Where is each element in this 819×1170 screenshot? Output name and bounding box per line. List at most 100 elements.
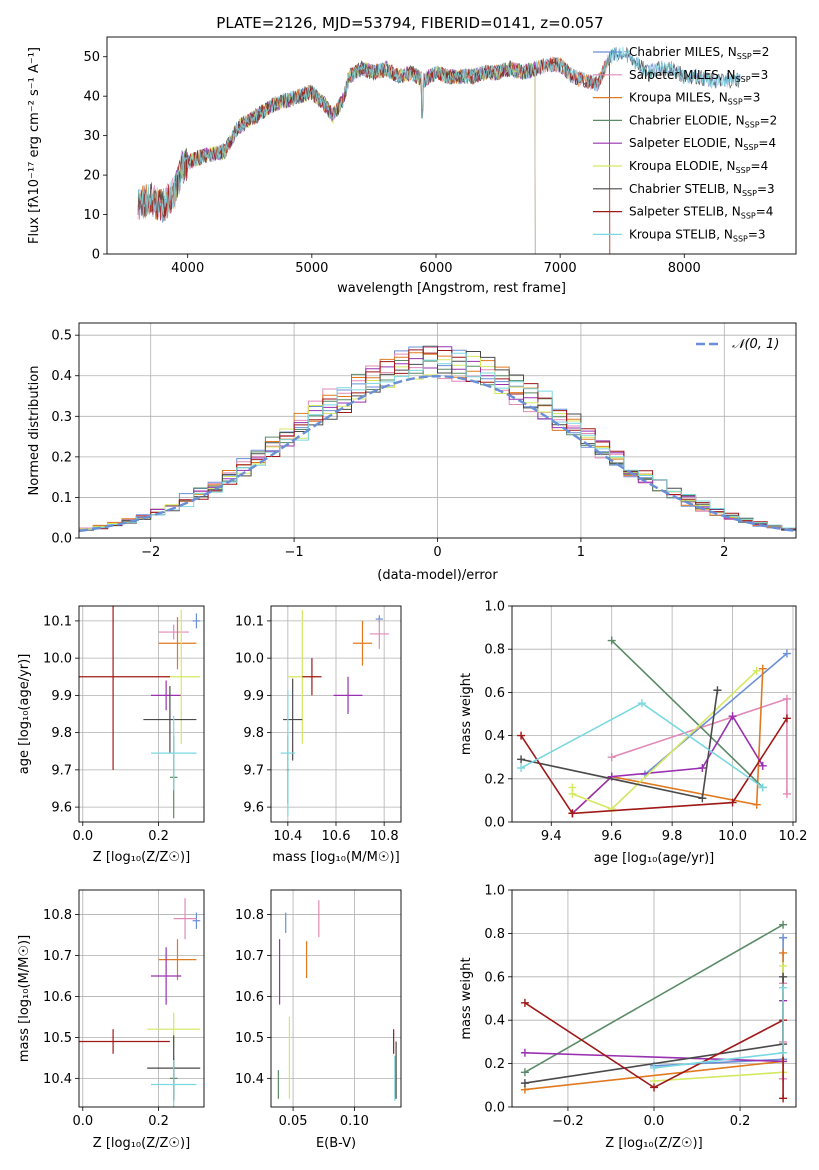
error-point xyxy=(192,613,201,629)
y-tick-label: 9.7 xyxy=(243,763,264,778)
weight-marker xyxy=(752,800,761,809)
legend-name: Salpeter STELIB xyxy=(629,205,724,219)
x-axis-label: Z [log₁₀(Z/Z☉)] xyxy=(93,1136,190,1151)
error-point xyxy=(333,676,363,714)
error-point xyxy=(150,1059,197,1107)
x-axis-label: mass [log₁₀(M/M☉)] xyxy=(272,850,399,865)
legend-name: Chabrier ELODIE xyxy=(629,113,728,127)
legend-name: Chabrier MILES xyxy=(629,45,720,59)
weight-line xyxy=(611,640,764,788)
error-point xyxy=(158,617,197,670)
weight-marker xyxy=(779,920,788,929)
y-tick-label: 9.7 xyxy=(51,763,72,778)
spectrum-line xyxy=(174,59,536,254)
y-tick-label: 10.8 xyxy=(43,908,72,923)
weight-marker xyxy=(520,998,529,1007)
error-point xyxy=(143,686,197,754)
x-tick-label: 10.6 xyxy=(322,829,351,844)
plot-area xyxy=(512,606,796,822)
y-tick-label: 10.6 xyxy=(235,990,264,1005)
weight-marker xyxy=(779,1048,788,1057)
y-tick-label: 10.1 xyxy=(235,614,264,629)
weight-marker xyxy=(782,649,791,658)
weight-marker xyxy=(607,753,616,762)
y-tick-label: 9.6 xyxy=(243,801,264,816)
legend-n: , N xyxy=(725,182,742,196)
legend-entry: Kroupa ELODIE, NSSP=4 xyxy=(629,159,768,175)
y-tick-label: 0.2 xyxy=(484,772,505,787)
y-tick-label: 9.8 xyxy=(243,726,264,741)
error-point xyxy=(192,912,201,929)
legend-entry: Kroupa MILES, NSSP=3 xyxy=(629,91,760,107)
legend-sub: SSP xyxy=(743,143,758,152)
weight-line xyxy=(571,668,764,814)
weight-line xyxy=(524,1002,784,1099)
error-point xyxy=(158,624,189,640)
y-axis-label: mass weight xyxy=(459,957,474,1039)
weight-marker xyxy=(713,686,722,695)
y-tick-label: 10.7 xyxy=(235,949,264,964)
chart-title: PLATE=2126, MJD=53794, FIBERID=0141, z=0… xyxy=(216,14,603,32)
legend-n: , N xyxy=(711,91,728,105)
weight-line xyxy=(653,987,784,1069)
legend-nssp: =4 xyxy=(751,159,769,173)
error-point xyxy=(173,898,197,940)
error-point xyxy=(150,947,182,1005)
y-tick-label: 10.5 xyxy=(43,1031,72,1046)
weight-marker xyxy=(517,731,526,740)
weight-line xyxy=(520,690,719,800)
x-axis-label: (data-model)/error xyxy=(377,568,498,583)
y-axis-label: Flux [fλ10⁻¹⁷ erg cm⁻² s⁻¹ A⁻¹] xyxy=(27,47,42,244)
weight-marker xyxy=(698,794,707,803)
axes-frame xyxy=(78,322,797,539)
x-tick-label: 9.4 xyxy=(541,829,562,844)
error-point xyxy=(283,678,303,761)
x-tick-label: 0.2 xyxy=(148,829,169,844)
weight-marker xyxy=(728,712,737,721)
legend-nssp: =3 xyxy=(757,182,775,196)
weight-marker xyxy=(779,933,788,942)
weight-marker xyxy=(782,714,791,723)
y-tick-label: 10 xyxy=(83,208,100,223)
y-tick-label: 10.7 xyxy=(43,949,72,964)
panel-2: −2 −1 0 1 2 0.0 0.1 0.2 0.3 0.4 0.5 𝒩(0, 1) (data-mo… xyxy=(27,322,797,583)
x-axis-label: E(B-V) xyxy=(316,1136,356,1151)
x-tick-label: 8000 xyxy=(668,261,701,276)
x-tick-label: 0 xyxy=(433,545,441,560)
legend-entry: Chabrier MILES, NSSP=2 xyxy=(629,45,769,61)
y-tick-label: 40 xyxy=(83,90,100,105)
x-tick-label: 10.2 xyxy=(779,829,808,844)
y-tick-label: 0.0 xyxy=(51,532,72,547)
legend-name: Salpeter ELODIE xyxy=(629,136,727,150)
axes-frame xyxy=(270,605,402,823)
weight-marker xyxy=(779,983,788,992)
y-tick-label: 10.5 xyxy=(235,1031,264,1046)
weight-marker xyxy=(758,783,767,792)
x-axis-label: wavelength [Angstrom, rest frame] xyxy=(337,281,566,296)
x-tick-label: 0.0 xyxy=(644,1114,665,1129)
legend-sub: SSP xyxy=(742,189,757,198)
legend-sub: SSP xyxy=(737,52,752,61)
plot-area xyxy=(271,606,401,822)
error-point xyxy=(79,606,170,770)
y-axis-label: age [log₁₀(age/yr)] xyxy=(17,654,32,775)
legend-sub: SSP xyxy=(736,75,751,84)
legend-sub: SSP xyxy=(741,212,756,221)
panel-3: 0.0 0.2 9.6 9.7 9.8 9.9 10.0 10.1 Z [log₁₀(Z/Z☉)… xyxy=(17,605,205,865)
y-tick-label: 0.4 xyxy=(484,1014,505,1029)
weight-marker xyxy=(782,694,791,703)
legend-nssp: =4 xyxy=(756,205,774,219)
y-tick-label: 10.4 xyxy=(235,1072,264,1087)
x-tick-label: 0.2 xyxy=(730,1114,751,1129)
legend-sub: SSP xyxy=(733,234,748,243)
x-tick-label: 10.4 xyxy=(273,829,302,844)
weight-marker xyxy=(758,761,767,770)
x-tick-label: 0.05 xyxy=(279,1114,308,1129)
x-tick-label: 9.6 xyxy=(601,829,622,844)
legend-sub: SSP xyxy=(728,98,743,107)
histogram-step xyxy=(79,349,796,531)
y-tick-label: 20 xyxy=(83,169,100,184)
y-tick-label: 0.1 xyxy=(51,491,72,506)
y-tick-label: 0.6 xyxy=(484,970,505,985)
legend-n: , N xyxy=(728,113,745,127)
